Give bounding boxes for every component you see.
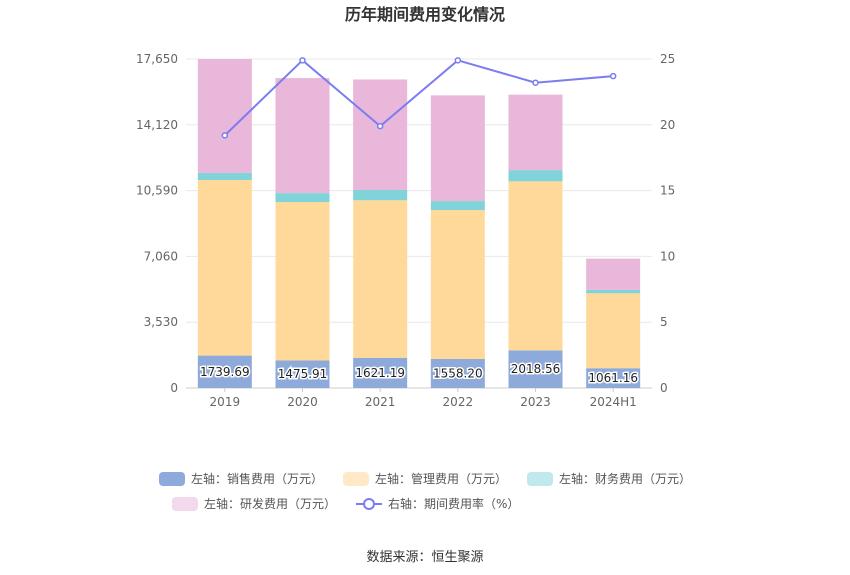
bar-data-label: 1061.16 <box>588 371 638 385</box>
bar-segment-3 <box>508 170 563 182</box>
right-axis-ticks: 0 5 10 15 20 25 <box>660 52 675 395</box>
right-tick-label: 25 <box>660 52 675 66</box>
legend-label-admin: 左轴：管理费用（万元） <box>374 472 507 486</box>
legend-swatch-rate <box>356 497 383 511</box>
legend-label-rate: 右轴：期间费用率（%） <box>388 497 520 511</box>
bar-segment-1 <box>430 358 485 388</box>
bar-segment-2 <box>430 210 485 359</box>
legend: 左轴：销售费用（万元） 左轴：管理费用（万元） 左轴：财务费用（万元） 左轴：研… <box>0 470 850 520</box>
rate-point <box>454 57 462 64</box>
legend-finance[interactable]: 左轴：财务费用（万元） <box>527 470 691 487</box>
bar-segment-4 <box>197 59 252 173</box>
bar-segment-4 <box>508 94 563 171</box>
rate-point <box>299 57 306 64</box>
grid <box>186 58 652 389</box>
left-tick-label: 3,530 <box>144 315 178 329</box>
right-tick-label: 15 <box>660 184 675 198</box>
rate-point <box>221 132 229 139</box>
bar-segment-3 <box>353 190 408 201</box>
rate-point <box>376 122 384 130</box>
rate-point <box>609 72 617 80</box>
left-tick-label: 0 <box>170 381 178 395</box>
bar-segment-1 <box>353 357 408 388</box>
right-tick-label: 10 <box>660 249 675 263</box>
legend-label-rd: 左轴：研发费用（万元） <box>204 497 337 511</box>
legend-label-finance: 左轴：财务费用（万元） <box>559 472 692 486</box>
legend-swatch-admin <box>342 471 369 486</box>
x-tick-label: 2022 <box>443 395 474 409</box>
legend-swatch-rd <box>172 496 198 511</box>
x-axis-ticks: 2019 2020 2021 2022 2023 2024H1 <box>210 388 637 409</box>
x-tick-label: 2023 <box>520 395 551 409</box>
x-tick-label: 2021 <box>365 395 396 409</box>
rate-point <box>532 79 539 86</box>
legend-rd[interactable]: 左轴：研发费用（万元） <box>172 495 336 512</box>
bar-segment-2 <box>508 181 563 351</box>
legend-swatch-finance <box>527 471 553 486</box>
bar-data-label: 1558.20 <box>433 366 483 380</box>
bar-segment-4 <box>586 258 641 290</box>
bar-segment-2 <box>586 293 641 369</box>
bar-segment-1 <box>508 350 563 388</box>
bar-segment-1 <box>586 368 641 388</box>
x-tick-label: 2024H1 <box>590 395 637 409</box>
bar-segment-4 <box>353 79 408 191</box>
bars <box>197 59 641 388</box>
left-tick-label: 7,060 <box>144 249 178 263</box>
left-tick-label: 17,650 <box>136 52 178 66</box>
bar-segment-3 <box>197 172 252 180</box>
legend-label-sales: 左轴：销售费用（万元） <box>190 472 323 486</box>
bar-data-label: 1475.91 <box>278 367 328 381</box>
chart-canvas: 历年期间费用变化情况 0 3,530 7,060 10,590 14,120 17,650… <box>136 5 675 409</box>
rate-line <box>224 58 614 137</box>
legend-swatch-sales <box>158 471 185 486</box>
bar-segment-4 <box>430 95 485 202</box>
right-tick-label: 5 <box>660 315 668 329</box>
legend-sales[interactable]: 左轴：销售费用（万元） <box>158 470 323 487</box>
data-source: 数据来源：恒生聚源 <box>366 550 484 565</box>
expense-rate-line <box>221 57 617 139</box>
bar-data-label: 1739.69 <box>200 365 250 379</box>
left-tick-label: 10,590 <box>136 184 178 198</box>
bar-segment-3 <box>275 193 330 203</box>
bar-labels: 1739.69 1475.91 1621.19 1558.20 2018.56 1061.… <box>199 361 640 387</box>
left-tick-label: 14,120 <box>136 118 178 132</box>
x-tick-label: 2019 <box>210 395 241 409</box>
x-tick-label: 2020 <box>287 395 318 409</box>
right-tick-label: 20 <box>660 118 675 132</box>
bar-segment-3 <box>586 289 641 294</box>
bar-segment-2 <box>275 202 330 361</box>
bar-data-label: 1621.19 <box>355 366 405 380</box>
bar-data-label: 2018.56 <box>511 362 561 376</box>
left-axis-ticks: 0 3,530 7,060 10,590 14,120 17,650 <box>136 52 178 395</box>
legend-admin[interactable]: 左轴：管理费用（万元） <box>342 470 507 487</box>
bar-segment-4 <box>275 78 330 194</box>
legend-rate[interactable]: 右轴：期间费用率（%） <box>356 495 519 512</box>
bar-segment-2 <box>353 200 408 358</box>
bar-segment-2 <box>197 179 252 356</box>
chart-title: 历年期间费用变化情况 <box>345 5 505 24</box>
bar-segment-1 <box>275 360 330 388</box>
right-tick-label: 0 <box>660 381 668 395</box>
bar-segment-1 <box>197 355 252 388</box>
bar-segment-3 <box>430 201 485 211</box>
